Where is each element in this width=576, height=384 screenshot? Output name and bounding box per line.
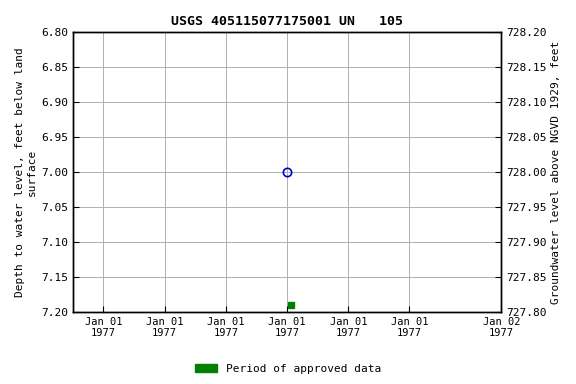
Y-axis label: Depth to water level, feet below land
surface: Depth to water level, feet below land su… xyxy=(15,47,37,297)
Legend: Period of approved data: Period of approved data xyxy=(191,359,385,379)
Y-axis label: Groundwater level above NGVD 1929, feet: Groundwater level above NGVD 1929, feet xyxy=(551,40,561,303)
Title: USGS 405115077175001 UN   105: USGS 405115077175001 UN 105 xyxy=(171,15,403,28)
